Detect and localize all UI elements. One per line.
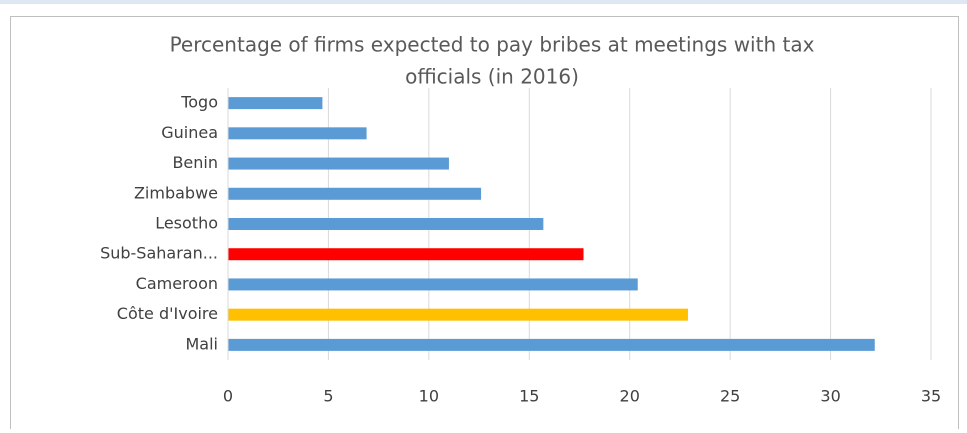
x-tick-label: 30 bbox=[820, 387, 840, 406]
x-tick-label: 15 bbox=[519, 387, 539, 406]
y-tick-label: Mali bbox=[186, 334, 219, 353]
caption-strip bbox=[0, 0, 967, 4]
y-tick-label: Zimbabwe bbox=[134, 183, 218, 202]
y-tick-label: Côte d'Ivoire bbox=[117, 304, 218, 323]
x-tick-label: 25 bbox=[720, 387, 740, 406]
y-tick-label: Cameroon bbox=[136, 274, 218, 293]
y-tick-label: Sub-Saharan... bbox=[100, 244, 218, 263]
chart-title: Percentage of firms expected to pay brib… bbox=[170, 33, 815, 57]
bar bbox=[228, 187, 482, 200]
bar bbox=[228, 248, 584, 261]
x-tick-label: 0 bbox=[223, 387, 233, 406]
chart-title: officials (in 2016) bbox=[405, 65, 579, 89]
y-tick-label: Benin bbox=[172, 153, 218, 172]
x-tick-label: 20 bbox=[620, 387, 640, 406]
y-tick-label: Guinea bbox=[161, 123, 218, 142]
x-tick-label: 35 bbox=[921, 387, 941, 406]
bar bbox=[228, 218, 544, 230]
bar bbox=[228, 278, 638, 291]
bar bbox=[228, 338, 875, 351]
bar bbox=[228, 157, 449, 170]
bar bbox=[228, 97, 323, 110]
y-tick-label: Lesotho bbox=[155, 214, 218, 233]
y-tick-label: Togo bbox=[180, 93, 218, 112]
bar bbox=[228, 127, 367, 140]
bar bbox=[228, 308, 688, 321]
chart-border bbox=[10, 16, 959, 433]
x-tick-label: 5 bbox=[323, 387, 333, 406]
x-tick-label: 10 bbox=[419, 387, 439, 406]
